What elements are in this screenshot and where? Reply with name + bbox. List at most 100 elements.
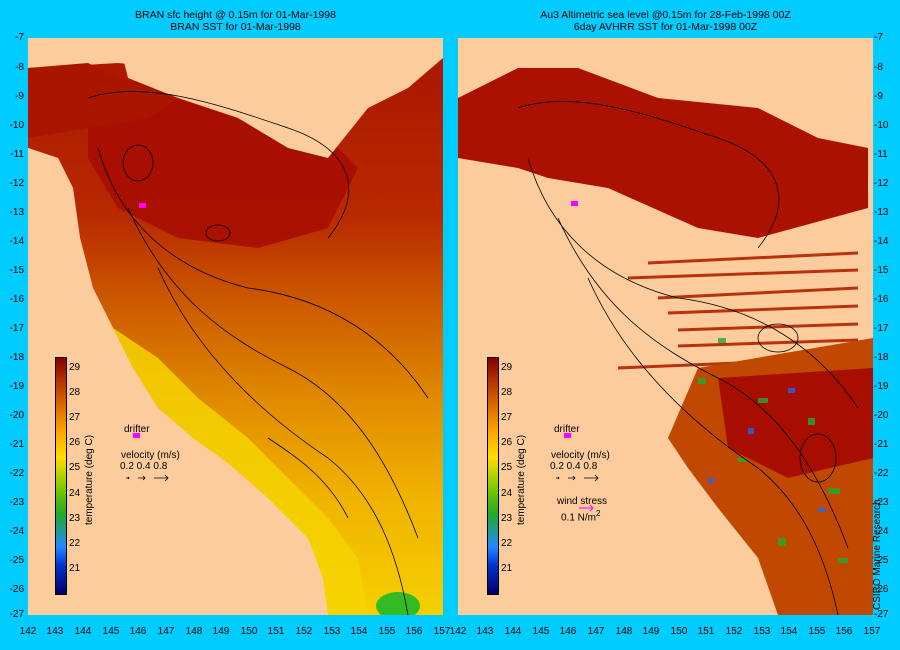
- y-tick: -14: [874, 236, 889, 247]
- y-tick: -27: [9, 609, 24, 620]
- y-tick: -11: [10, 149, 24, 160]
- y-tick: -13: [9, 207, 24, 218]
- x-tick: 155: [378, 626, 396, 637]
- y-tick: -7: [874, 32, 883, 43]
- left-land-png: [118, 38, 443, 158]
- y-tick: -8: [874, 62, 883, 73]
- x-tick: 148: [185, 626, 203, 637]
- y-tick: -25: [874, 555, 889, 566]
- y-tick: -11: [874, 149, 888, 160]
- left-warm-strip: [28, 63, 178, 138]
- colorbar-tick: 26: [69, 437, 81, 448]
- wind-stress-label: wind stress: [557, 496, 608, 507]
- right-title-line2: 6day AVHRR SST for 01-Mar-1998 00Z: [573, 21, 758, 33]
- x-tick: 152: [725, 626, 743, 637]
- y-tick: -26: [9, 584, 24, 595]
- x-tick: 145: [532, 626, 550, 637]
- y-tick: -20: [874, 410, 889, 421]
- x-tick: 150: [240, 626, 258, 637]
- y-tick: -27: [874, 609, 889, 620]
- wind-stress-value: 0.1 N/m2: [561, 509, 600, 523]
- y-tick: -10: [874, 120, 889, 131]
- right-map[interactable]: [458, 38, 873, 615]
- right-colorbar-label: temperature (deg C): [516, 434, 527, 525]
- wind-stress-arrow: [579, 504, 594, 512]
- colorbar-tick: 25: [69, 462, 81, 473]
- colorbar-tick: 24: [501, 488, 513, 499]
- y-tick: -19: [874, 381, 889, 392]
- y-tick: -23: [9, 497, 24, 508]
- x-tick: 149: [212, 626, 230, 637]
- x-tick: 153: [753, 626, 771, 637]
- right-land-png: [568, 38, 873, 98]
- colorbar-tick: 28: [69, 387, 81, 398]
- wind-stress-value-text: 0.1 N/m: [561, 512, 597, 524]
- y-tick: -7: [15, 32, 24, 43]
- left-map[interactable]: [28, 38, 443, 615]
- right-land-qld: [458, 158, 758, 615]
- right-title-line1: Au3 Altimetric sea level @0.15m for 28-F…: [540, 9, 791, 21]
- y-tick: -22: [874, 468, 889, 479]
- left-drifter-marker: [139, 203, 146, 208]
- x-tick: 156: [835, 626, 853, 637]
- left-title-line2: BRAN SST for 01-Mar-1998: [170, 21, 301, 33]
- x-tick: 150: [670, 626, 688, 637]
- x-tick: 155: [808, 626, 826, 637]
- left-velocity-values: 0.2 0.4 0.8: [120, 461, 168, 472]
- left-map-field: [28, 38, 443, 615]
- colorbar-tick: 21: [69, 563, 81, 574]
- y-tick: -24: [9, 526, 24, 537]
- y-tick: -10: [9, 120, 24, 131]
- left-velocity-label: velocity (m/s): [121, 450, 180, 461]
- left-title-line1: BRAN sfc height @ 0.15m for 01-Mar-1998: [135, 9, 336, 21]
- right-drifter-label: drifter: [554, 424, 580, 435]
- y-tick: -21: [9, 439, 24, 450]
- right-blue-noise: [708, 388, 826, 512]
- y-tick: -26: [874, 584, 889, 595]
- y-tick: -18: [874, 352, 889, 363]
- left-contours: [87, 91, 429, 615]
- colorbar-tick: 25: [501, 462, 513, 473]
- x-tick: 154: [780, 626, 798, 637]
- right-panel-title: Au3 Altimetric sea level @0.15m for 28-F…: [458, 9, 873, 33]
- x-tick: 147: [587, 626, 605, 637]
- right-velocity-values: 0.2 0.4 0.8: [550, 461, 598, 472]
- y-tick: -24: [874, 526, 889, 537]
- y-tick: -9: [15, 91, 24, 102]
- right-drifter-marker: [571, 201, 578, 206]
- colorbar-tick: 28: [501, 387, 513, 398]
- y-tick: -22: [9, 468, 24, 479]
- y-tick: -19: [9, 381, 24, 392]
- x-tick: 153: [323, 626, 341, 637]
- right-hot-southeast: [718, 368, 873, 478]
- x-tick: 147: [157, 626, 175, 637]
- x-tick: 148: [615, 626, 633, 637]
- x-tick: 156: [405, 626, 423, 637]
- y-tick: -13: [874, 207, 889, 218]
- credit-text: CSIRO Marine Research: [872, 499, 883, 610]
- y-tick: -15: [9, 265, 24, 276]
- colorbar-tick: 24: [69, 488, 81, 499]
- colorbar-tick: 29: [69, 362, 81, 373]
- x-tick: 143: [476, 626, 494, 637]
- left-colorbar: [55, 357, 67, 595]
- left-drifter-key: [133, 433, 140, 438]
- y-tick: -23: [874, 497, 889, 508]
- left-colorbar-label: temperature (deg C): [84, 434, 95, 525]
- x-tick: 152: [295, 626, 313, 637]
- colorbar-tick: 22: [501, 538, 513, 549]
- left-panel-title: BRAN sfc height @ 0.15m for 01-Mar-1998 …: [28, 9, 443, 33]
- x-tick: 146: [129, 626, 147, 637]
- colorbar-tick: 26: [501, 437, 513, 448]
- x-tick: 157: [433, 626, 451, 637]
- y-tick: -8: [15, 62, 24, 73]
- right-drifter-key: [564, 433, 571, 438]
- colorbar-tick: 22: [69, 538, 81, 549]
- x-tick: 146: [559, 626, 577, 637]
- y-tick: -16: [874, 294, 889, 305]
- right-noise: [698, 338, 848, 563]
- y-tick: -25: [9, 555, 24, 566]
- left-coastal-band: [113, 328, 368, 615]
- y-tick: -9: [874, 91, 883, 102]
- y-tick: -21: [874, 439, 889, 450]
